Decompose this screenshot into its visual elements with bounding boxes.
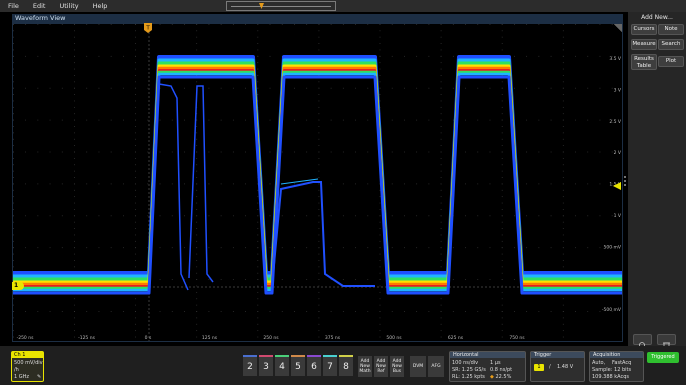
x-axis-label: 375 ns <box>325 335 341 341</box>
cursors-button[interactable]: Cursors <box>631 24 657 35</box>
channel-4-button[interactable]: 4 <box>275 355 289 376</box>
channel-1-ground-marker[interactable]: 1 <box>12 282 24 290</box>
y-axis-label: 500 mV <box>604 244 622 250</box>
menu-help[interactable]: Help <box>92 2 108 10</box>
y-axis-label: 3 V <box>614 87 622 93</box>
x-axis-label: 625 ns <box>448 335 464 341</box>
horizontal-label: Horizontal <box>450 352 525 358</box>
trigger-position-label: T <box>145 26 150 32</box>
runt-trace <box>280 178 319 185</box>
acquisition-mode-fastacq: FastAcq <box>612 360 632 366</box>
y-axis-label: 2.5 V <box>609 119 622 125</box>
horizontal-record: 1 µs <box>490 360 501 366</box>
acquisition-sample: Sample: 12 bits <box>592 367 632 373</box>
zoom-icon[interactable] <box>633 334 652 350</box>
trigger-badge[interactable]: Trigger 1 / 1.48 V <box>530 351 585 382</box>
search-button[interactable]: Search <box>658 39 684 50</box>
plot-button[interactable]: Plot <box>658 56 684 67</box>
y-axis-label: -500 mV <box>602 307 622 313</box>
x-axis-label: 0 s <box>145 335 152 341</box>
persistence-trace <box>13 75 622 295</box>
y-axis-label: 1.5 V <box>609 182 622 188</box>
y-axis-label: 1 V <box>614 213 622 219</box>
channel-1-scale: 500 mV/div <box>14 360 43 366</box>
runt-trace <box>188 85 214 283</box>
acquisition-badge[interactable]: Acquisition Auto, FastAcq Sample: 12 bit… <box>589 351 644 382</box>
add-new-bus-button[interactable]: Add New Bus <box>390 356 404 377</box>
horizontal-record-length: RL: 1.25 kpts <box>452 374 485 380</box>
channel-5-button[interactable]: 5 <box>291 355 305 376</box>
horizontal-position-icon: ◆ <box>490 374 494 380</box>
add-new-ref-button[interactable]: Add New Ref <box>374 356 388 377</box>
persistence-trace <box>13 58 622 278</box>
persistence-trace <box>13 72 622 292</box>
x-axis-label: 250 ns <box>263 335 279 341</box>
afg-button[interactable]: AFG <box>428 356 444 377</box>
timeline-position-marker[interactable] <box>259 3 264 9</box>
channel-3-button[interactable]: 3 <box>259 355 273 376</box>
channel-1-badge[interactable]: Ch 1 500 mV/div /h 1 GHz ✎ <box>11 351 44 382</box>
channel-1-bandwidth: 1 GHz <box>14 374 30 380</box>
runt-trace <box>271 181 375 287</box>
persistence-trace <box>13 61 622 281</box>
trigger-label: Trigger <box>531 352 584 358</box>
channel-8-button[interactable]: 8 <box>339 355 353 376</box>
add-new-math-button[interactable]: Add New Math <box>358 356 372 377</box>
channel-6-button[interactable]: 6 <box>307 355 321 376</box>
menu-utility[interactable]: Utility <box>59 2 79 10</box>
trigger-position-icon[interactable]: T <box>144 23 152 33</box>
x-axis-label: -125 ns <box>78 335 95 341</box>
acquisition-count: 109.388 kAcqs <box>592 374 630 380</box>
persistence-trace <box>13 64 622 284</box>
horizontal-position-value: 22.5% <box>495 374 512 380</box>
trigger-level: 1.48 V <box>557 364 574 370</box>
x-axis-label: 750 ns <box>509 335 525 341</box>
dvm-button[interactable]: DVM <box>410 356 426 377</box>
add-new-panel: Add New... Cursors Note Measure Search R… <box>628 12 686 346</box>
x-axis-label: 500 ns <box>386 335 402 341</box>
horizontal-scale: 100 ns/div <box>452 360 479 366</box>
trigger-source: 1 <box>534 364 544 371</box>
y-axis-label: 2 V <box>614 150 622 156</box>
y-axis-label: 3.5 V <box>609 56 622 62</box>
waveform-view-header: Waveform View <box>12 14 623 23</box>
horizontal-sample-rate: SR: 1.25 GS/s <box>452 367 486 373</box>
delete-icon[interactable] <box>657 334 676 350</box>
runt-trace <box>158 83 189 291</box>
results-table-button[interactable]: Results Table <box>631 54 657 70</box>
persistence-trace <box>13 66 622 286</box>
triggered-status-button[interactable]: Triggered <box>647 352 679 363</box>
persistence-trace <box>13 55 622 275</box>
timeline-track <box>231 6 331 7</box>
acquisition-mode: Auto, <box>592 360 606 366</box>
persistence-trace <box>13 69 622 287</box>
add-new-title: Add New... <box>641 14 673 21</box>
waveform-view-title: Waveform View <box>15 14 66 22</box>
channel-7-button[interactable]: 7 <box>323 355 337 376</box>
menu-bar: File Edit Utility Help <box>0 0 686 12</box>
horizontal-resolution: 0.8 ns/pt <box>490 367 513 373</box>
acquisition-label: Acquisition <box>590 352 643 358</box>
record-timeline[interactable] <box>226 1 336 11</box>
channel-1-edit-icon[interactable]: ✎ <box>37 374 42 380</box>
menu-file[interactable]: File <box>8 2 19 10</box>
horizontal-badge[interactable]: Horizontal 100 ns/div 1 µs SR: 1.25 GS/s… <box>449 351 526 382</box>
channel-1-coupling: /h <box>14 367 19 373</box>
corner-fold-icon[interactable] <box>614 24 622 32</box>
panel-grip-icon[interactable] <box>624 176 627 186</box>
x-axis-label: -250 ns <box>17 335 34 341</box>
persistence-trace <box>13 70 622 290</box>
trigger-slope-icon: / <box>549 364 551 370</box>
channel-2-button[interactable]: 2 <box>243 355 257 376</box>
channel-1-label: Ch 1 <box>12 352 43 358</box>
measure-button[interactable]: Measure <box>631 39 657 50</box>
note-button[interactable]: Note <box>658 24 684 35</box>
trigger-level-marker[interactable] <box>613 182 621 190</box>
horizontal-position: ◆ 22.5% <box>490 374 511 380</box>
menu-edit[interactable]: Edit <box>32 2 46 10</box>
x-axis-label: 125 ns <box>202 335 218 341</box>
